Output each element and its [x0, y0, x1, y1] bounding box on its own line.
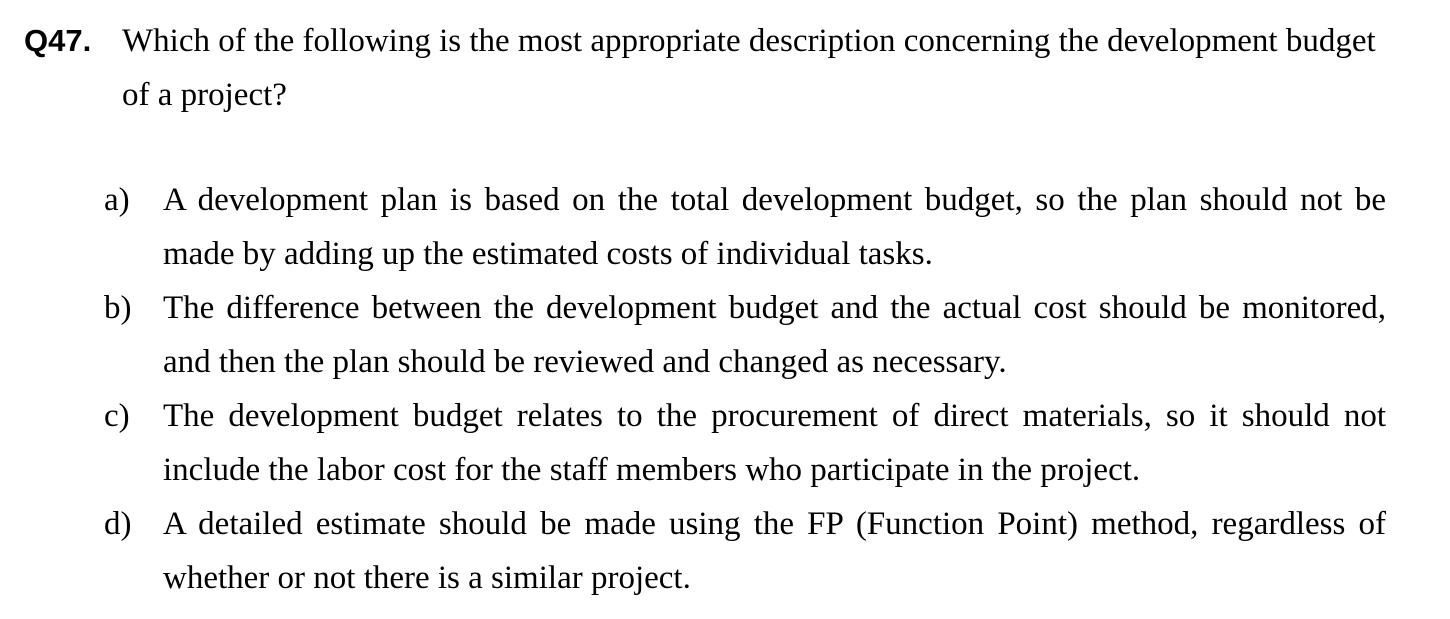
option-text: A development plan is based on the total… [163, 182, 1386, 272]
option-text: A detailed estimate should be made using… [163, 506, 1386, 596]
option-text: The difference between the development b… [163, 290, 1386, 380]
option-letter: c) [104, 398, 130, 434]
option-letter: d) [104, 506, 132, 542]
question-block: Q47. Which of the following is the most … [24, 14, 1386, 122]
option-b: b) The difference between the developmen… [104, 281, 1386, 389]
option-c: c) The development budget relates to the… [104, 389, 1386, 497]
option-letter: b) [104, 290, 132, 326]
option-letter: a) [104, 182, 130, 218]
option-text: The development budget relates to the pr… [163, 398, 1386, 488]
question-number: Q47. [24, 23, 92, 58]
option-d: d) A detailed estimate should be made us… [104, 497, 1386, 605]
answer-options: a) A development plan is based on the to… [104, 173, 1386, 605]
question-stem: Which of the following is the most appro… [122, 23, 1376, 113]
option-a: a) A development plan is based on the to… [104, 173, 1386, 281]
